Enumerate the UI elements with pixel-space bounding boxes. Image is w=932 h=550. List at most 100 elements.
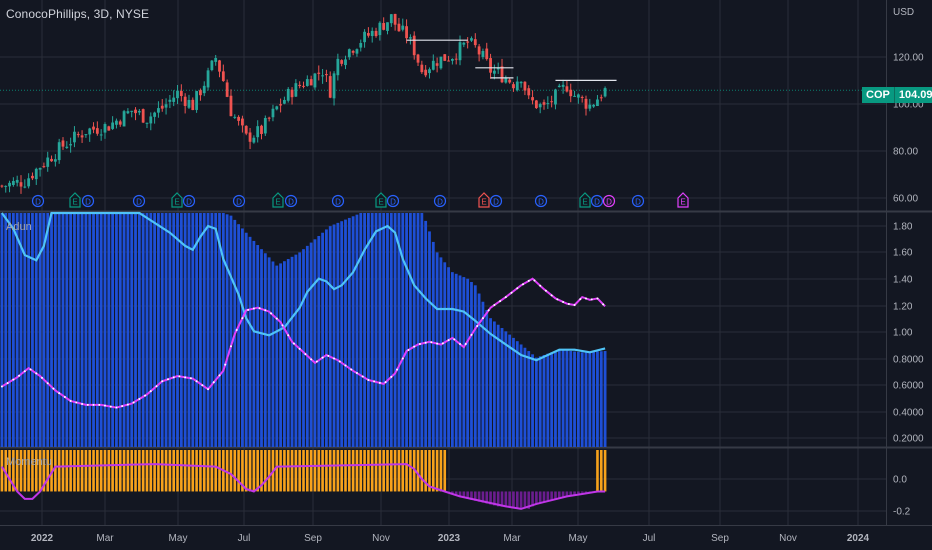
candle[interactable] [573, 90, 576, 97]
candle[interactable] [561, 79, 565, 94]
dividend-marker[interactable]: D [489, 194, 503, 208]
candle[interactable] [103, 122, 107, 139]
candle[interactable] [168, 95, 172, 109]
candle[interactable] [164, 98, 168, 115]
candle[interactable] [500, 58, 504, 84]
candle[interactable] [65, 141, 69, 149]
candle[interactable] [279, 98, 282, 113]
candle[interactable] [11, 177, 15, 187]
candle[interactable] [172, 90, 176, 107]
candle[interactable] [527, 85, 531, 100]
dividend-marker[interactable]: D [284, 194, 298, 208]
price-axis[interactable]: 120.00 100.00 80.00 60.00 1.80 1.60 1.40 1.20 1.… [893, 53, 924, 518]
candle[interactable] [50, 155, 53, 162]
candle[interactable] [481, 48, 485, 60]
dividend-marker[interactable]: D [132, 194, 146, 208]
candle[interactable] [523, 81, 527, 96]
candle[interactable] [69, 137, 73, 153]
currency-label[interactable]: USD [893, 7, 915, 18]
candle[interactable] [389, 13, 393, 27]
candle[interactable] [31, 172, 34, 181]
candle[interactable] [241, 115, 244, 133]
candle[interactable] [53, 154, 57, 167]
candle[interactable] [519, 81, 523, 88]
candle[interactable] [347, 48, 351, 60]
candle[interactable] [225, 79, 229, 98]
candle[interactable] [565, 80, 569, 93]
candle[interactable] [218, 59, 221, 78]
candle[interactable] [187, 94, 191, 109]
candle[interactable] [244, 125, 248, 136]
candle[interactable] [19, 175, 23, 194]
candle[interactable] [466, 37, 470, 49]
candle[interactable] [298, 81, 302, 89]
candle[interactable] [336, 53, 340, 81]
candle[interactable] [73, 126, 76, 148]
candle[interactable] [248, 128, 252, 150]
candle[interactable] [321, 69, 324, 84]
candle[interactable] [424, 65, 428, 78]
candle[interactable] [393, 13, 397, 31]
candle[interactable] [473, 33, 477, 48]
candle[interactable] [443, 54, 447, 62]
candle[interactable] [386, 22, 389, 35]
candle[interactable] [554, 88, 557, 110]
candle[interactable] [210, 59, 214, 72]
candle[interactable] [137, 109, 141, 116]
candle[interactable] [420, 60, 424, 74]
candle[interactable] [515, 76, 519, 92]
earnings-marker[interactable]: E [272, 192, 284, 208]
candle[interactable] [416, 53, 420, 66]
candle[interactable] [141, 108, 145, 124]
candle[interactable] [57, 138, 61, 164]
candle[interactable] [328, 71, 332, 99]
candle[interactable] [576, 93, 580, 104]
candle[interactable] [332, 71, 336, 106]
candle[interactable] [397, 17, 401, 32]
dividend-marker[interactable]: D [31, 194, 45, 208]
candle[interactable] [130, 110, 134, 118]
candle[interactable] [46, 151, 50, 172]
dividend-marker[interactable]: D [232, 194, 246, 208]
candle[interactable] [202, 81, 206, 97]
dividend-marker[interactable]: D [590, 194, 604, 208]
candle[interactable] [99, 129, 103, 141]
candle[interactable] [183, 93, 187, 114]
candle[interactable] [195, 90, 199, 113]
candle[interactable] [470, 36, 473, 42]
candle[interactable] [313, 72, 317, 90]
candle[interactable] [317, 65, 321, 81]
candle[interactable] [145, 122, 149, 129]
candle[interactable] [599, 94, 603, 102]
candle[interactable] [592, 103, 596, 108]
candle[interactable] [584, 95, 588, 116]
candle[interactable] [0, 184, 4, 188]
candle[interactable] [260, 124, 263, 140]
candle[interactable] [485, 42, 489, 61]
candle[interactable] [237, 115, 241, 126]
candle[interactable] [191, 97, 195, 111]
candle[interactable] [588, 98, 592, 112]
candle[interactable] [557, 83, 561, 88]
candle[interactable] [199, 88, 202, 101]
candle[interactable] [42, 162, 46, 169]
candle[interactable] [374, 27, 378, 38]
candle[interactable] [366, 27, 370, 38]
candle[interactable] [23, 179, 27, 189]
candle[interactable] [504, 75, 508, 84]
candle[interactable] [325, 69, 328, 83]
indicator1-label[interactable]: Adun [6, 221, 32, 233]
candle[interactable] [512, 82, 515, 92]
dividend-marker[interactable]: D [81, 194, 95, 208]
candle[interactable] [34, 167, 38, 185]
candle[interactable] [401, 18, 405, 32]
candle[interactable] [267, 116, 271, 122]
candle[interactable] [111, 116, 115, 131]
candle[interactable] [271, 104, 275, 122]
candle[interactable] [76, 131, 80, 138]
candle[interactable] [134, 107, 137, 121]
candle[interactable] [153, 111, 157, 124]
candle[interactable] [84, 134, 88, 138]
